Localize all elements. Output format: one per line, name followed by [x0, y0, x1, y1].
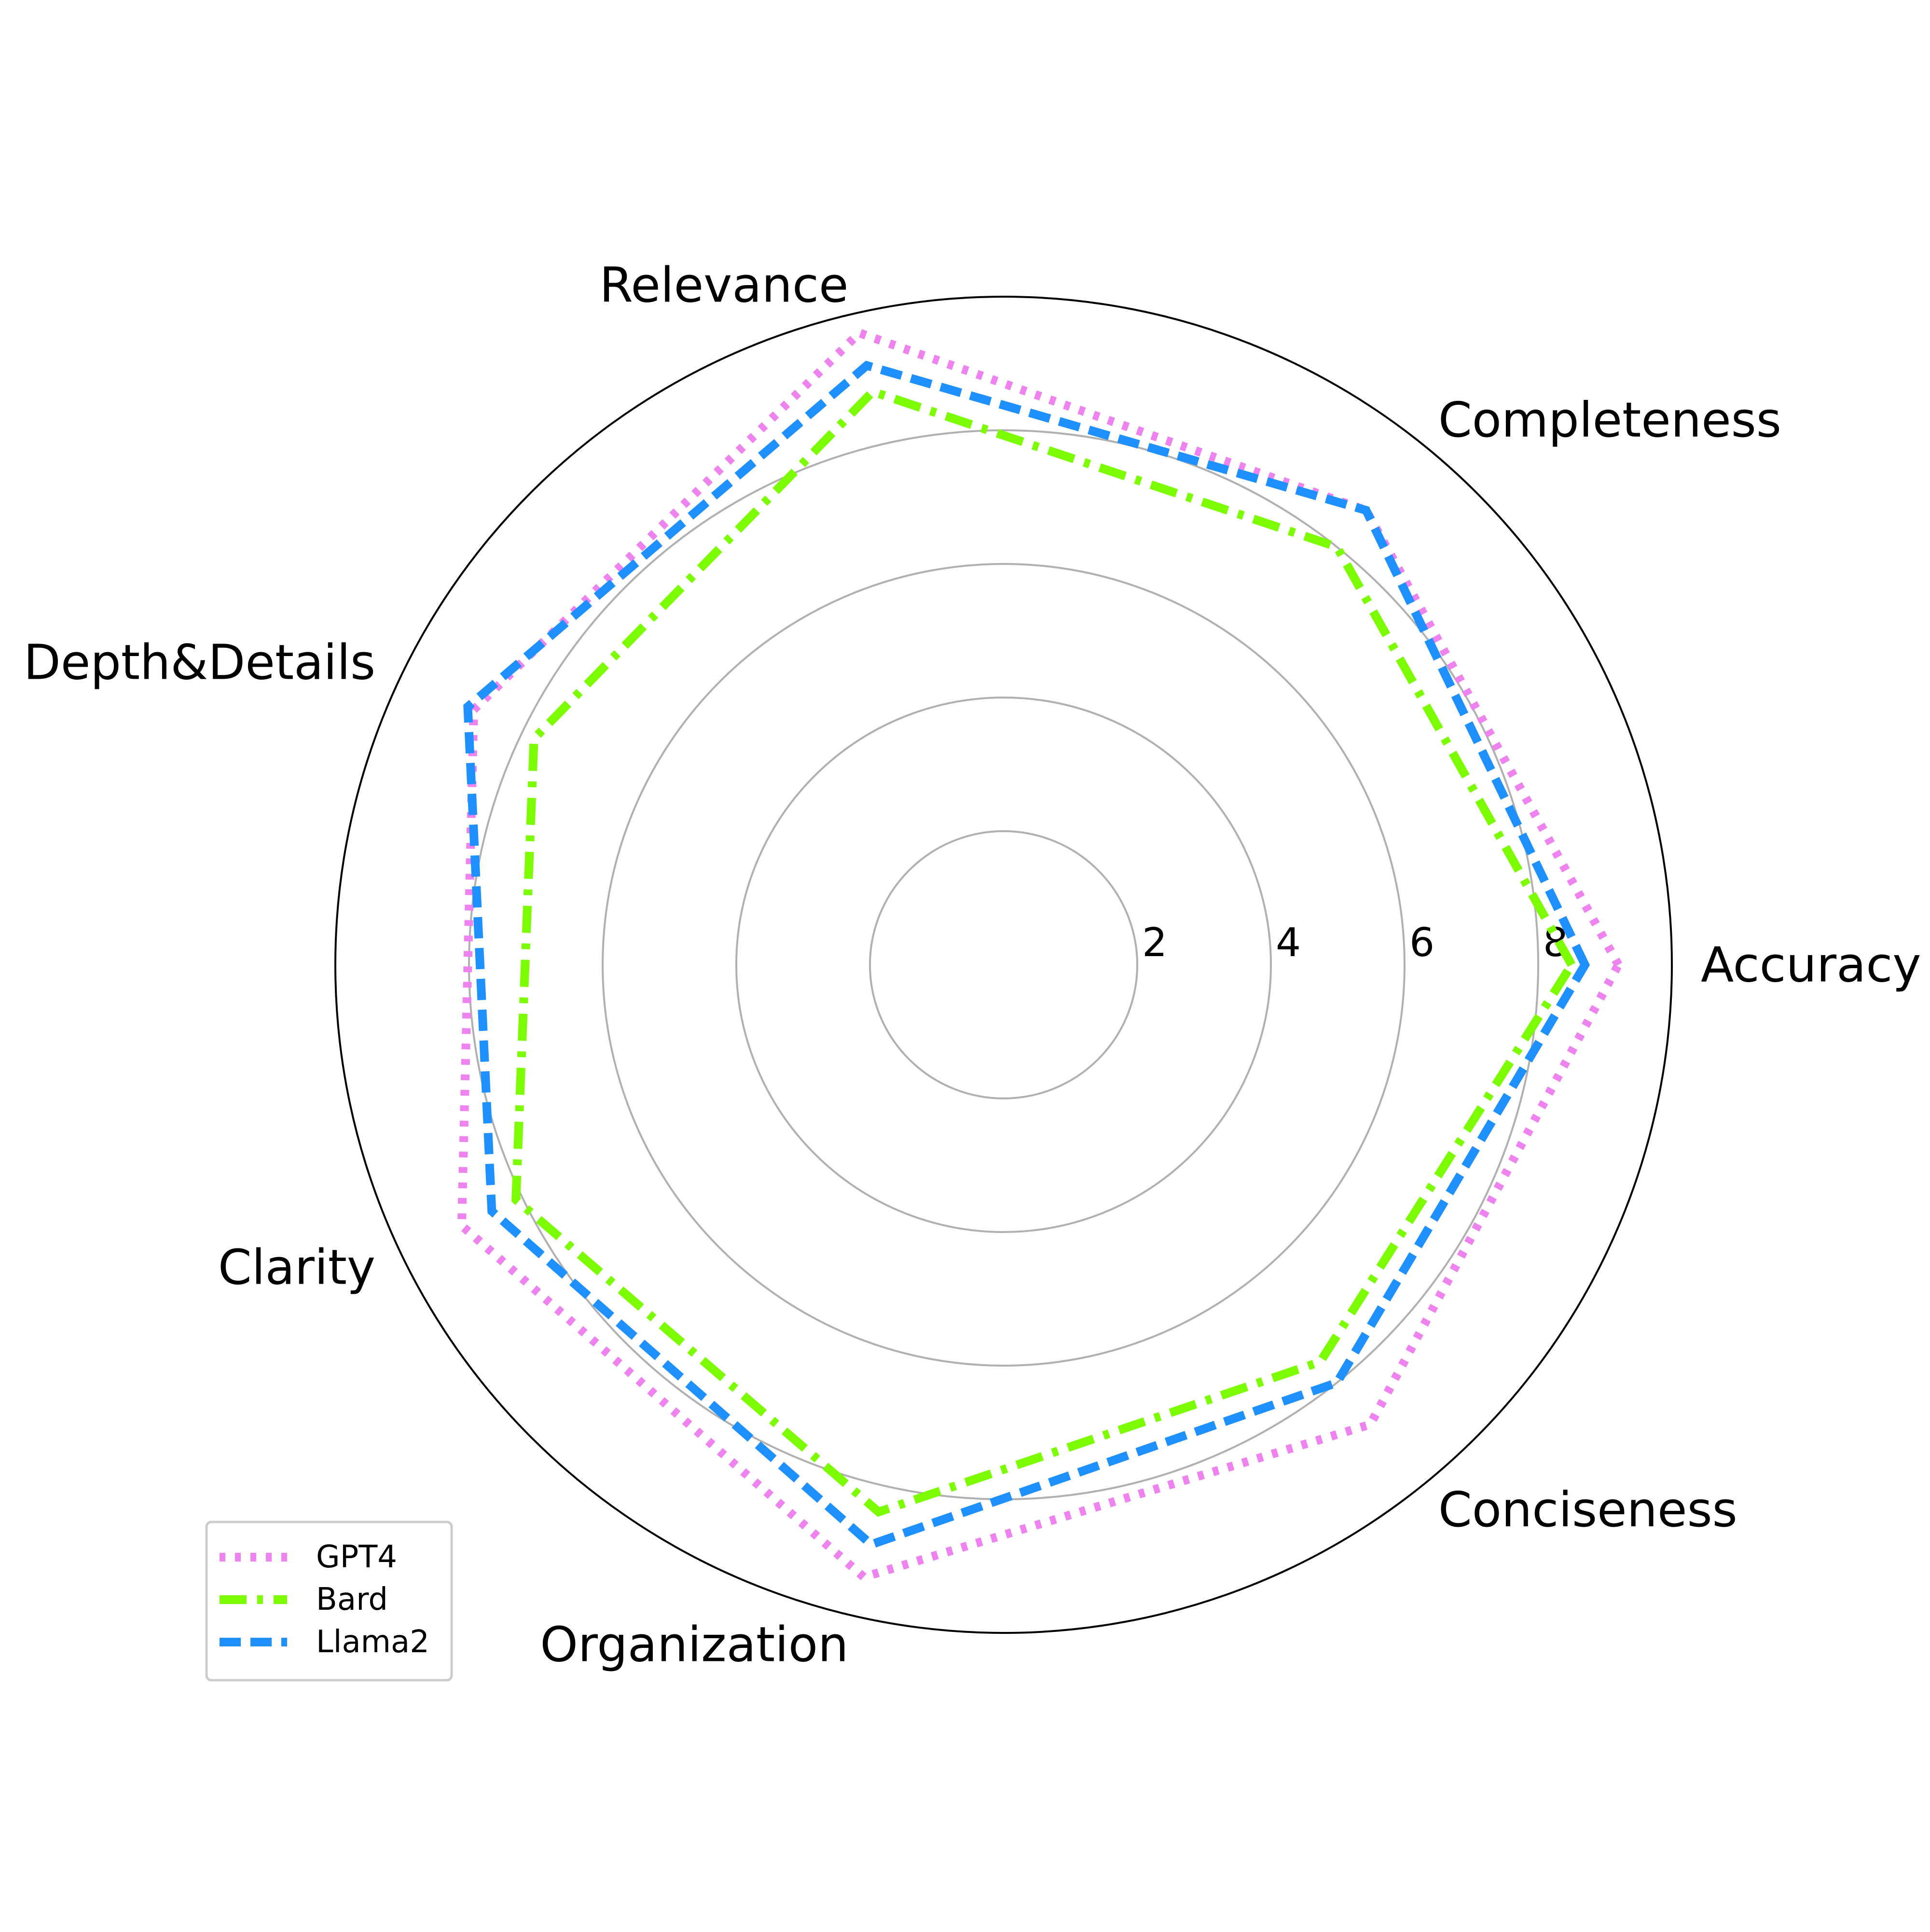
data-point-gpt4-organization	[863, 1576, 864, 1577]
grid-circle-8	[468, 429, 1539, 1500]
radial-tick-label: 6	[1409, 920, 1434, 966]
grid-circle-6	[602, 563, 1406, 1367]
radial-grid	[334, 296, 1673, 1634]
data-point-bard-depth&details	[534, 738, 535, 739]
data-point-bard-clarity	[515, 1199, 516, 1200]
data-point-gpt4-conciseness	[1370, 1424, 1371, 1425]
data-point-gpt4-clarity	[461, 1225, 462, 1226]
data-point-llama2-completeness	[1365, 510, 1366, 511]
grid-circle-4	[735, 697, 1272, 1233]
data-point-llama2-organization	[871, 1544, 872, 1545]
data-point-gpt4-accuracy	[1618, 964, 1619, 965]
category-label-organization: Organization	[540, 1616, 848, 1672]
series-line-gpt4	[457, 328, 1624, 1582]
legend-label-gpt4: GPT4	[316, 1539, 397, 1575]
data-point-llama2-depth&details	[467, 706, 468, 707]
category-label-clarity: Clarity	[218, 1239, 375, 1296]
category-label-relevance: Relevance	[599, 257, 848, 314]
legend: GPT4 Bard Llama2	[205, 1521, 453, 1682]
data-point-gpt4-depth&details	[473, 709, 474, 710]
category-labels: Accuracy Completeness Relevance Depth&Detai…	[24, 257, 1921, 1673]
data-point-llama2-clarity	[491, 1211, 492, 1212]
series-line-bard	[511, 386, 1577, 1517]
grid-circle-2	[869, 830, 1138, 1099]
radial-tick-label: 2	[1142, 920, 1167, 966]
data-point-bard-accuracy	[1571, 964, 1572, 965]
outer-frame-circle	[334, 296, 1673, 1634]
data-point-gpt4-relevance	[859, 332, 860, 333]
series-lines	[457, 328, 1624, 1582]
category-label-conciseness: Conciseness	[1438, 1481, 1737, 1538]
data-point-bard-relevance	[872, 391, 873, 392]
category-label-completeness: Completeness	[1438, 392, 1781, 448]
category-label-accuracy: Accuracy	[1701, 937, 1921, 993]
data-point-llama2-relevance	[867, 365, 868, 366]
radial-tick-label: 4	[1276, 920, 1301, 966]
legend-label-bard: Bard	[316, 1582, 388, 1617]
data-point-bard-organization	[878, 1511, 879, 1512]
data-point-bard-conciseness	[1320, 1361, 1321, 1362]
category-label-depth-details: Depth&Details	[24, 634, 375, 691]
legend-label-llama2: Llama2	[316, 1624, 429, 1660]
series-line-llama2	[463, 360, 1590, 1549]
